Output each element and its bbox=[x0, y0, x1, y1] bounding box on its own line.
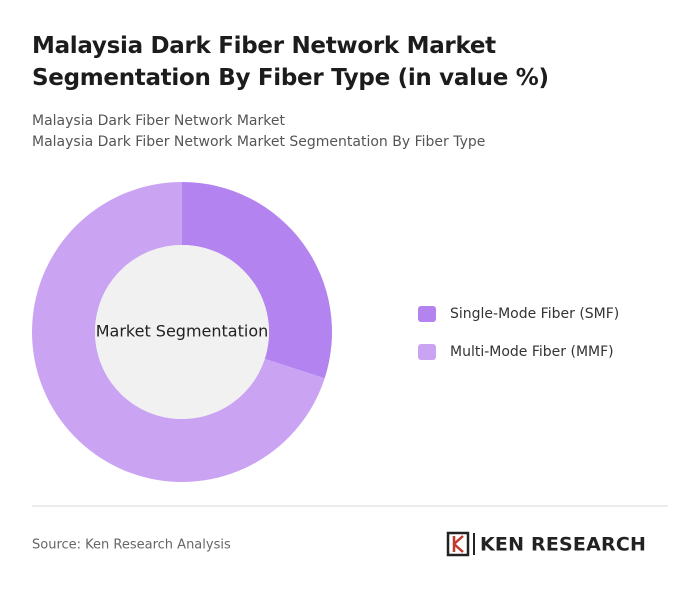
legend-label: Single-Mode Fiber (SMF) bbox=[450, 306, 619, 322]
donut-hole bbox=[95, 245, 269, 419]
donut-slice bbox=[182, 182, 332, 379]
legend-swatch bbox=[418, 344, 436, 360]
donut-slice bbox=[32, 182, 325, 483]
center-label: Market Segmentation bbox=[96, 322, 269, 341]
legend-label: Multi-Mode Fiber (MMF) bbox=[450, 344, 614, 360]
legend-swatch bbox=[418, 306, 436, 322]
logo-icon bbox=[446, 531, 475, 557]
source: Source: Ken Research Analysis bbox=[32, 538, 231, 553]
logo-text: KEN RESEARCH bbox=[480, 534, 646, 556]
subtitle: Malaysia Dark Fiber Network Market bbox=[32, 113, 285, 129]
subtitle: Malaysia Dark Fiber Network Market Segme… bbox=[32, 134, 486, 150]
chart-title: Malaysia Dark Fiber Network Market Segme… bbox=[32, 33, 549, 91]
